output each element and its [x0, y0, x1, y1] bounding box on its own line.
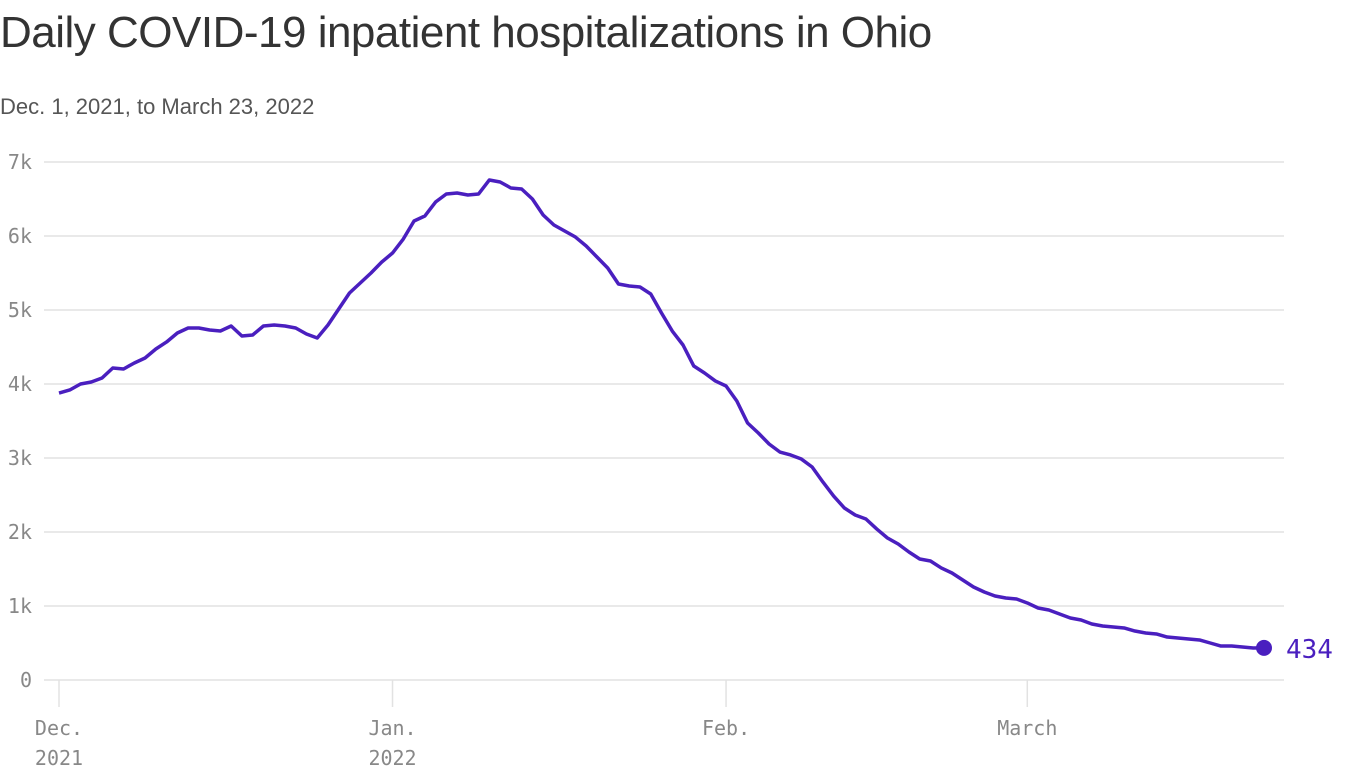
y-tick-label: 0 — [20, 668, 32, 692]
y-tick-label: 7k — [8, 150, 32, 174]
x-tick-label: Dec. — [35, 716, 83, 740]
chart-subtitle: Dec. 1, 2021, to March 23, 2022 — [0, 94, 315, 119]
end-point — [1256, 639, 1272, 656]
y-tick-label: 3k — [8, 446, 32, 470]
y-tick-label: 5k — [8, 298, 32, 322]
y-tick-label: 1k — [8, 594, 32, 618]
y-tick-label: 4k — [8, 372, 32, 396]
series-line — [58, 178, 1265, 650]
chart-title: Daily COVID-19 inpatient hospitalization… — [0, 8, 932, 57]
end-value-label: 434 — [1286, 635, 1333, 665]
x-tick-label: 2021 — [35, 746, 83, 768]
x-tick-label: Jan. — [368, 716, 416, 740]
x-tick-label: 2022 — [368, 746, 416, 768]
y-tick-label: 2k — [8, 520, 32, 544]
x-tick-label: Feb. — [702, 716, 750, 740]
x-tick-label: March — [997, 716, 1057, 740]
y-tick-label: 6k — [8, 224, 32, 248]
